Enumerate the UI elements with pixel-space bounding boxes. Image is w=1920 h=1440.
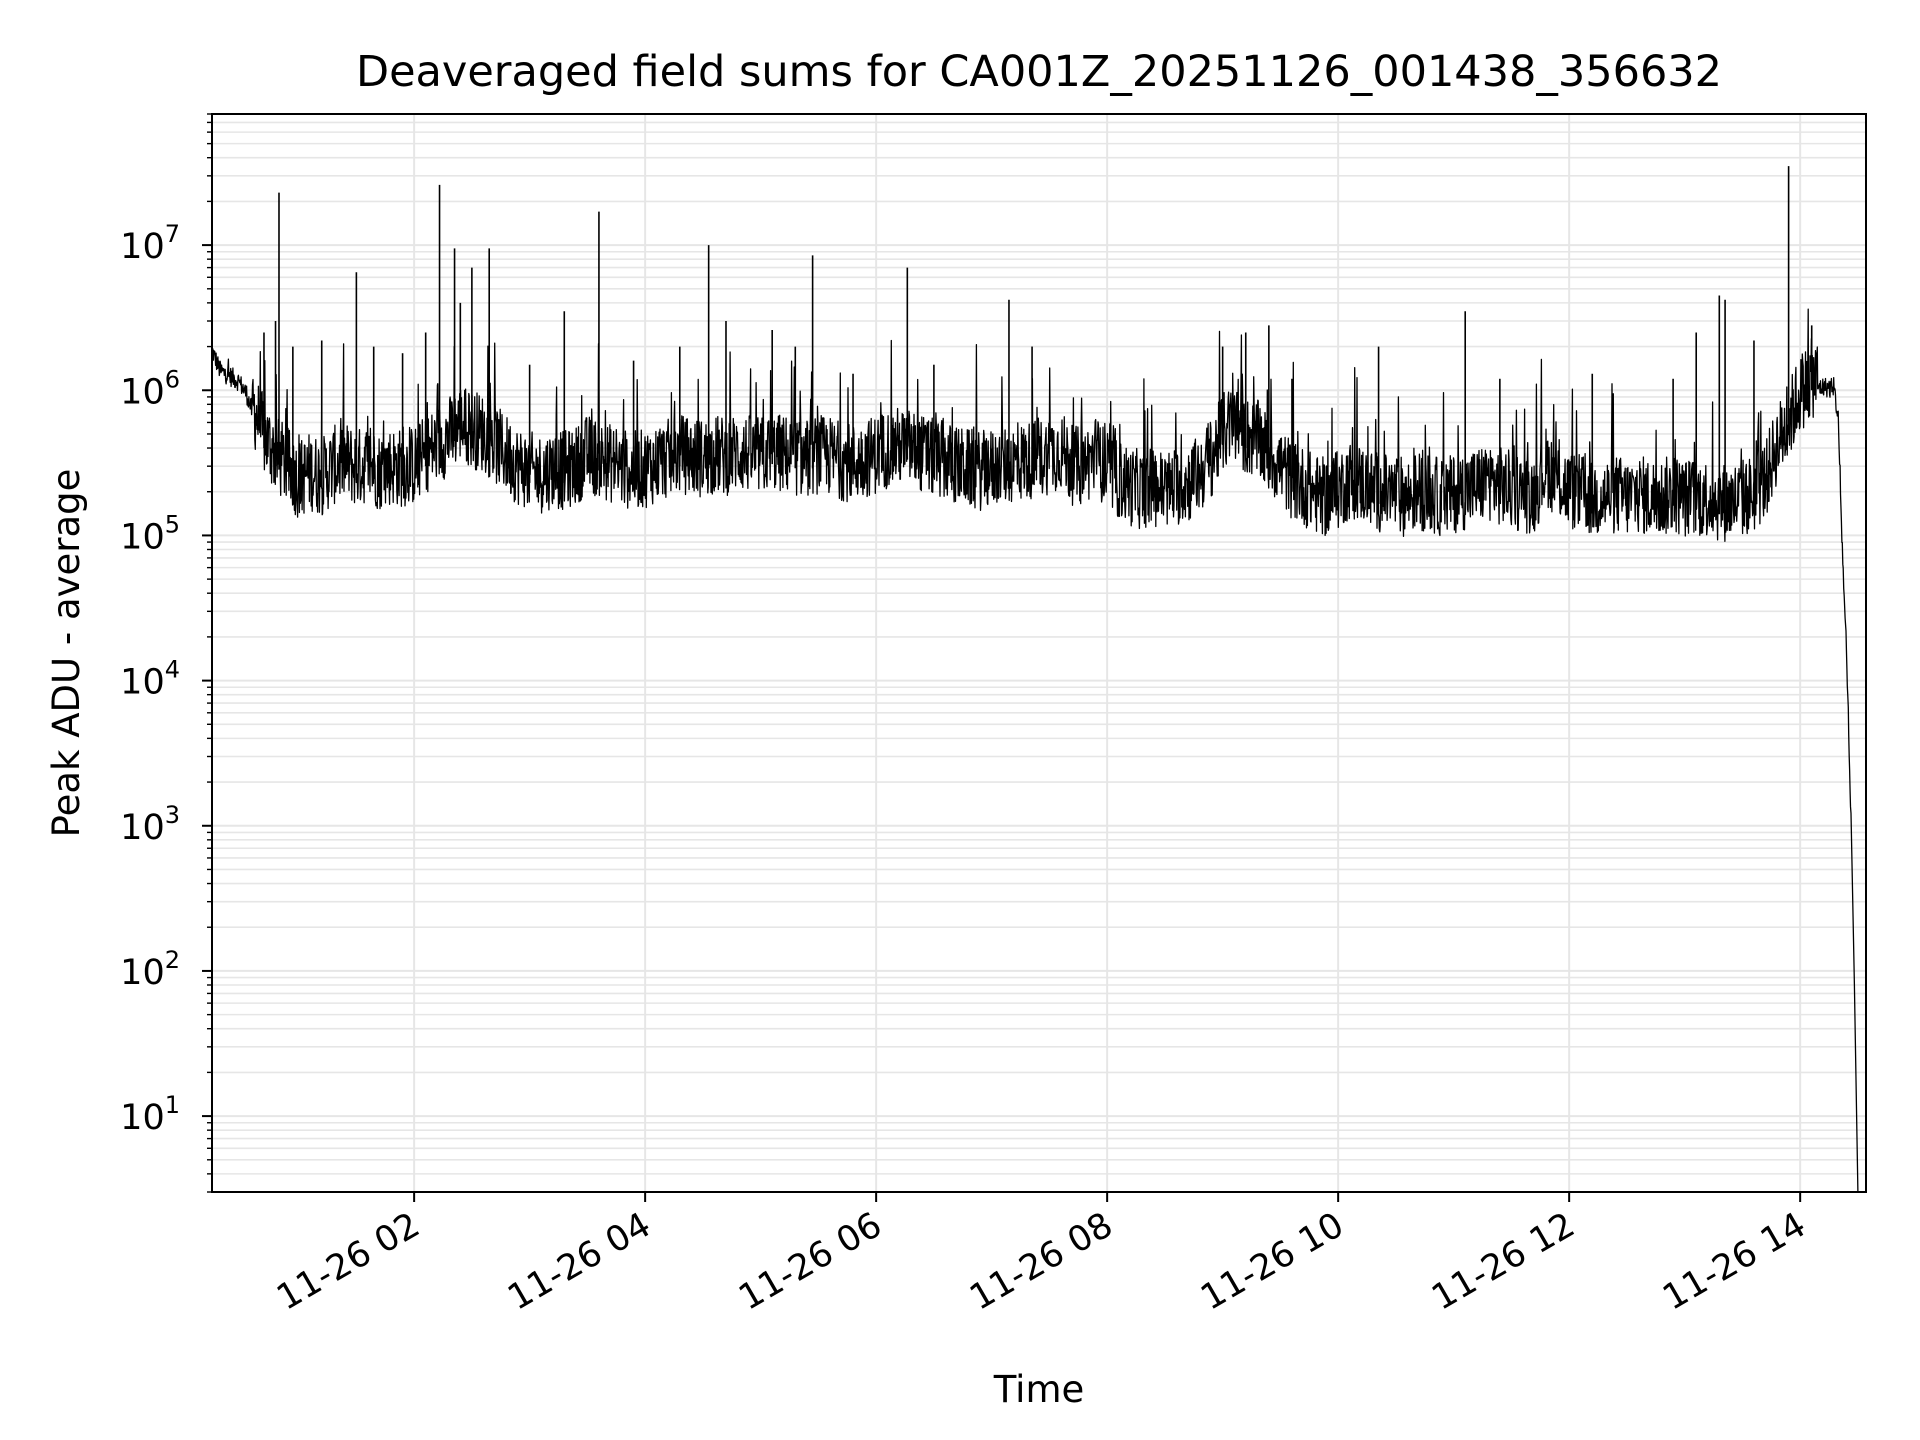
y-tick-label: 102 — [120, 946, 180, 993]
y-tick-label: 104 — [120, 656, 180, 703]
y-tick-label: 106 — [120, 365, 180, 412]
plot-frame — [211, 113, 1867, 1193]
data-series — [211, 166, 1859, 1193]
y-axis-label: Peak ADU - average — [45, 469, 88, 838]
y-tick-label: 103 — [120, 801, 180, 848]
y-tick-label: 105 — [120, 510, 180, 557]
y-tick-label: 107 — [120, 220, 180, 267]
y-tick-label: 101 — [120, 1091, 180, 1138]
chart-title: Deaveraged field sums for CA001Z_2025112… — [356, 47, 1722, 97]
x-axis-label: Time — [993, 1368, 1085, 1411]
